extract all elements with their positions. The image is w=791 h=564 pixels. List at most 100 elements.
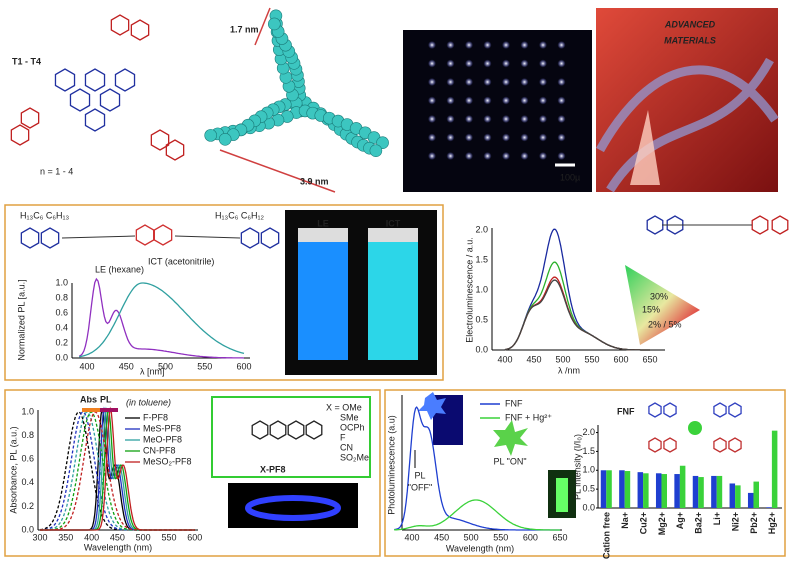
- x-tick-label: 450: [110, 532, 125, 542]
- ring: [84, 68, 106, 92]
- y-tick-label: 0.4: [21, 477, 34, 487]
- substituent: SO₂Me: [340, 452, 369, 462]
- x-tick-label: 500: [158, 361, 173, 371]
- y-tick-label: 0.8: [55, 292, 68, 302]
- x-tick-label: Li+: [712, 512, 722, 525]
- ring: [305, 420, 323, 440]
- x-tick-label: 300: [32, 532, 47, 542]
- legend-label: CN-PF8: [143, 445, 176, 455]
- substituent: OCPh: [340, 422, 365, 432]
- legend-label: F-PF8: [143, 412, 168, 422]
- emission-dot: [428, 115, 436, 123]
- solvent-label: (in toluene): [126, 397, 171, 407]
- y-tick-label: 0.4: [55, 322, 68, 332]
- abs-bar: [82, 408, 100, 412]
- emission-dot: [539, 59, 547, 68]
- emission-dot: [465, 133, 473, 142]
- spectrum-curve: [394, 406, 560, 531]
- substituent: F: [340, 432, 346, 442]
- ring: [165, 139, 185, 161]
- bar: [624, 471, 631, 508]
- ring: [10, 124, 30, 146]
- vial-cap: [298, 228, 348, 242]
- x-tick-label: 400: [79, 361, 94, 371]
- legend-label: FNF: [505, 398, 523, 408]
- substituent: X = OMe: [326, 402, 362, 412]
- legend-label: FNF + Hg²⁺: [505, 412, 552, 422]
- bar: [692, 475, 699, 508]
- ring: [110, 14, 130, 36]
- state-label: PL: [414, 470, 425, 480]
- spectrum-curve: [79, 282, 245, 358]
- bar: [766, 507, 772, 508]
- dimension-label: 1.7 nm: [230, 24, 259, 34]
- emission-dot: [502, 78, 510, 86]
- ring: [713, 402, 727, 418]
- emission-dot: [483, 115, 492, 123]
- emission-dot: [465, 78, 473, 86]
- x-tick-label: 400: [404, 532, 419, 542]
- x-tick-label: Cu2+: [638, 512, 648, 534]
- pl-bar: [100, 408, 118, 412]
- ring: [84, 108, 106, 132]
- axis-line: [61, 235, 136, 239]
- range-label: PL: [100, 394, 112, 404]
- emission-dot: [520, 133, 529, 142]
- x-tick-label: Cation free: [602, 512, 612, 559]
- substituent: SMe: [340, 412, 359, 422]
- dimension-arrow: [219, 149, 336, 193]
- ring: [260, 227, 280, 249]
- ring: [663, 437, 677, 453]
- emission-dot: [520, 41, 529, 49]
- y-tick-label: 0.6: [55, 307, 68, 317]
- journal-cover: [596, 8, 778, 192]
- ring: [287, 420, 305, 440]
- x-tick-label: 600: [236, 361, 251, 371]
- ring: [663, 402, 677, 418]
- range-label: Abs: [80, 394, 97, 404]
- emission-dot: [520, 59, 529, 68]
- ring: [135, 224, 155, 246]
- emission-dot: [483, 133, 492, 142]
- curve-label: LE (hexane): [95, 264, 144, 274]
- ring: [713, 437, 727, 453]
- inset-frame: [211, 396, 371, 478]
- polymer-label: X-PF8: [260, 464, 286, 474]
- emission-dot: [520, 96, 529, 105]
- y-tick-label: 1.0: [475, 284, 488, 294]
- emission-dot: [520, 78, 529, 86]
- emission-dot: [502, 133, 510, 142]
- x-tick-label: Mg2+: [657, 512, 667, 535]
- emission-dot: [520, 115, 529, 123]
- atom: [268, 17, 281, 31]
- axis-line: [174, 235, 241, 239]
- emission-dot: [539, 78, 547, 86]
- y-tick-label: 0.0: [475, 344, 488, 354]
- spectrum-curve: [504, 279, 650, 351]
- y-tick-label: 0.0: [21, 524, 34, 534]
- x-tick-label: 650: [552, 532, 567, 542]
- emission-dot: [502, 59, 510, 68]
- ring: [269, 420, 287, 440]
- scale-label: 100µ: [560, 172, 580, 182]
- ring: [648, 437, 662, 453]
- bar: [753, 481, 759, 508]
- ring: [666, 215, 684, 235]
- cover-art: [630, 110, 660, 185]
- state-label: PL "ON": [493, 456, 526, 466]
- x-tick-label: 600: [187, 532, 202, 542]
- emission-dot: [502, 96, 510, 105]
- journal-title: ADVANCED: [664, 19, 716, 29]
- bar: [606, 470, 612, 508]
- bar: [698, 477, 704, 508]
- x-tick-label: 500: [555, 354, 570, 364]
- emission-dot: [483, 59, 492, 68]
- x-tick-label: 450: [526, 354, 541, 364]
- ring: [69, 88, 91, 112]
- x-tick-label: 550: [584, 354, 599, 364]
- vial: [298, 240, 348, 360]
- emission-dot: [539, 133, 547, 142]
- journal-title: MATERIALS: [664, 35, 716, 45]
- ring: [150, 129, 170, 151]
